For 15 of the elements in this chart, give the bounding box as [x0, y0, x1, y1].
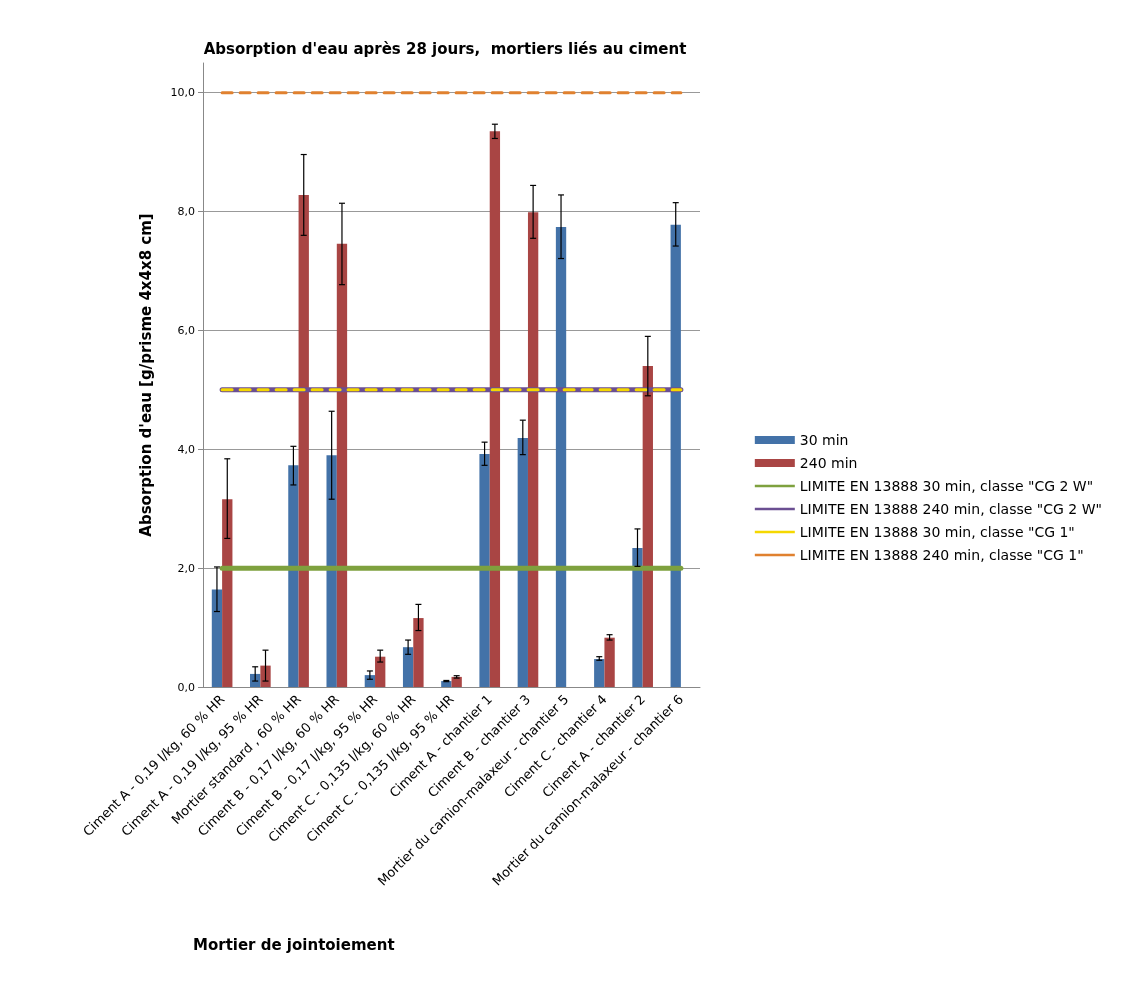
legend-label: LIMITE EN 13888 240 min, classe "CG 1"	[799, 547, 1084, 563]
y-tick-label: 10,0	[170, 86, 195, 100]
y-tick-label: 8,0	[177, 205, 195, 219]
y-tick-label: 0,0	[177, 680, 195, 694]
y-tick-label: 2,0	[177, 561, 195, 575]
legend-label: LIMITE EN 13888 30 min, classe "CG 2 W"	[799, 478, 1094, 494]
legend-label: LIMITE EN 13888 30 min, classe "CG 1"	[799, 524, 1075, 540]
x-axis-title: Mortier de jointoiement	[193, 935, 395, 954]
legend-label: 240 min	[799, 455, 858, 471]
legend-label: LIMITE EN 13888 240 min, classe "CG 2 W"	[799, 501, 1102, 517]
y-tick-label: 4,0	[177, 442, 195, 456]
y-axis-title: Absorption d'eau [g/prisme 4x4x8 cm]	[136, 213, 155, 537]
y-tick-label: 6,0	[177, 323, 195, 337]
legend-label: 30 min	[799, 432, 849, 448]
chart-title: Absorption d'eau après 28 jours, mortiers liés au ciment	[203, 39, 687, 58]
